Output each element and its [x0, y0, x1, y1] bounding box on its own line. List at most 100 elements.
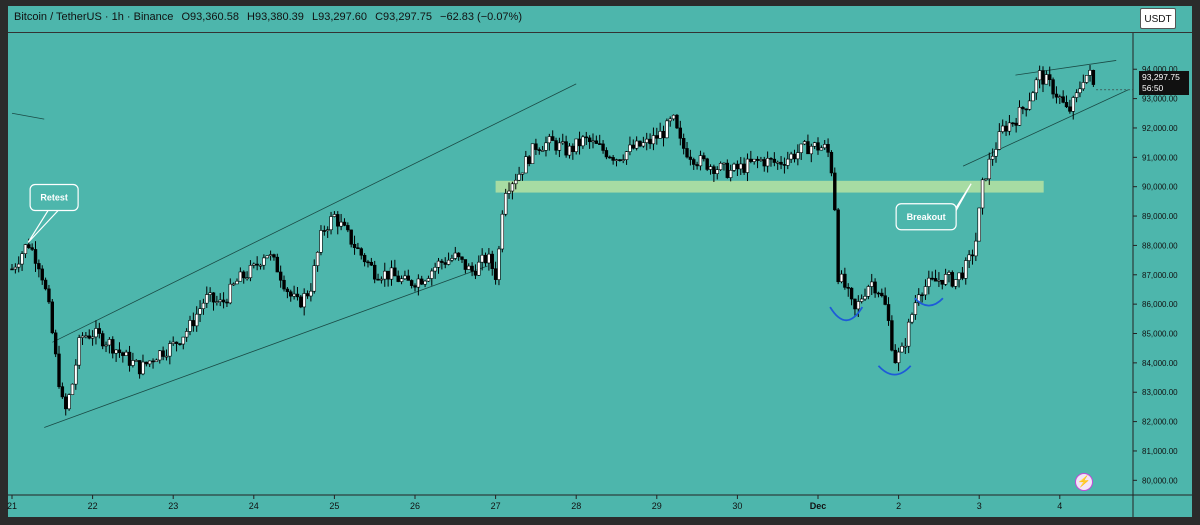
candle-down: [225, 301, 229, 304]
candle-down: [675, 114, 679, 129]
y-tick-label: 93,000.00: [1142, 95, 1178, 104]
candle-down: [30, 247, 34, 250]
candle-down: [749, 158, 753, 162]
y-tick-label: 94,000.00: [1142, 65, 1178, 74]
candle-down: [1041, 70, 1045, 85]
candle-up: [205, 294, 209, 304]
candle-down: [564, 141, 568, 156]
candle-up: [265, 255, 269, 259]
candle-up: [302, 293, 306, 308]
candle-down: [883, 295, 887, 305]
y-tick-label: 91,000.00: [1142, 153, 1178, 162]
candle-down: [97, 328, 102, 334]
candle-up: [732, 163, 736, 171]
candle-down: [463, 259, 468, 270]
candle-down: [470, 265, 474, 272]
candle-down: [655, 135, 659, 139]
candle-up: [708, 166, 713, 170]
candle-down: [692, 159, 696, 165]
candle-down: [527, 156, 531, 164]
candle-up: [436, 260, 441, 268]
candle-up: [524, 156, 528, 174]
candle-down: [60, 386, 65, 398]
candle-down: [305, 293, 310, 297]
candle-down: [242, 271, 246, 279]
candle-up: [984, 178, 988, 181]
candle-down: [27, 244, 31, 248]
candle-down: [386, 270, 390, 280]
x-tick-label: 22: [88, 501, 98, 511]
candle-up: [430, 270, 434, 279]
candle-up: [1027, 100, 1032, 110]
candle-down: [920, 294, 924, 297]
candle-up: [154, 359, 159, 362]
candle-down: [685, 148, 689, 158]
candle-up: [184, 331, 189, 338]
candle-down: [880, 292, 884, 297]
candle-down: [127, 351, 132, 366]
candle-up: [467, 265, 471, 270]
y-tick-label: 87,000.00: [1142, 271, 1178, 280]
candle-down: [393, 267, 397, 277]
candle-up: [1058, 96, 1062, 98]
candle-up: [839, 273, 844, 283]
highlight-arc: [914, 297, 944, 307]
candle-down: [443, 262, 447, 265]
currency-button[interactable]: USDT: [1140, 8, 1176, 29]
candle-up: [168, 343, 172, 357]
candle-up: [339, 221, 343, 227]
close-value: C93,297.75: [375, 11, 432, 23]
candle-down: [970, 254, 975, 257]
candle-down: [178, 343, 182, 345]
candle-up: [896, 351, 901, 364]
candle-down: [618, 159, 622, 161]
x-tick-label: Dec: [810, 501, 827, 511]
candle-down: [161, 350, 165, 357]
candle-up: [383, 270, 387, 280]
candle-down: [336, 214, 340, 227]
candle-down: [1048, 74, 1052, 80]
candle-up: [319, 230, 323, 253]
candle-up: [614, 159, 619, 161]
candle-up: [497, 248, 501, 280]
candle-down: [349, 229, 353, 245]
candle-down: [117, 349, 122, 354]
candle-down: [137, 360, 142, 375]
candle-up: [937, 279, 941, 282]
callout-pointer: [952, 183, 972, 217]
candle-down: [608, 156, 612, 159]
y-tick-label: 84,000.00: [1142, 359, 1178, 368]
candle-up: [517, 173, 521, 181]
candle-up: [964, 260, 968, 279]
candle-down: [285, 288, 290, 293]
candle-up: [477, 261, 481, 276]
candle-down: [376, 278, 380, 281]
candle-up: [104, 344, 108, 347]
bar-countdown: 56:50: [1142, 83, 1164, 93]
chart-panel[interactable]: [8, 6, 1192, 517]
candle-up: [480, 254, 484, 263]
candle-down: [369, 261, 374, 266]
candle-down: [473, 270, 478, 276]
candle-up: [215, 301, 219, 303]
candle-up: [775, 161, 780, 164]
candle-down: [779, 161, 783, 165]
x-tick-label: 29: [652, 501, 662, 511]
candle-down: [876, 292, 881, 295]
y-tick-label: 80,000.00: [1142, 476, 1178, 485]
candle-down: [50, 301, 55, 334]
lightning-icon[interactable]: ⚡: [1075, 473, 1093, 491]
trend-line: [962, 89, 1129, 167]
x-tick-label: 21: [7, 501, 17, 511]
x-tick-label: 24: [249, 501, 259, 511]
candle-down: [221, 299, 226, 303]
y-tick-label: 85,000.00: [1142, 330, 1178, 339]
candle-up: [70, 383, 75, 395]
candle-up: [262, 257, 266, 266]
candle-up: [786, 158, 790, 166]
candle-up: [181, 336, 185, 345]
candle-down: [577, 138, 582, 147]
candle-up: [147, 360, 152, 365]
candle-down: [151, 360, 155, 363]
